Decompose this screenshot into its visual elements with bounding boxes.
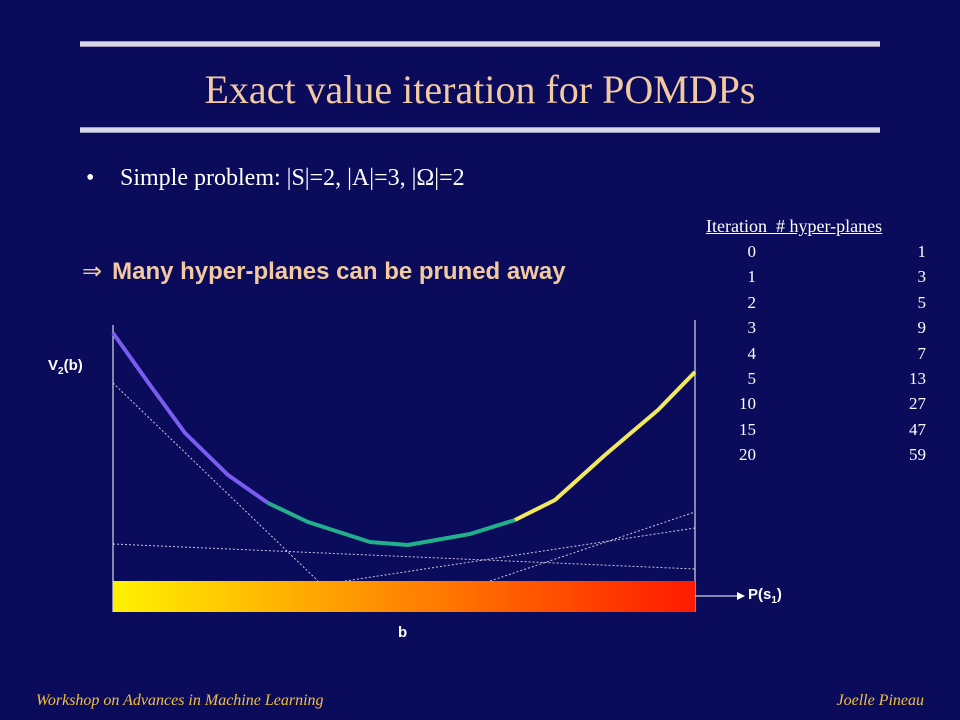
- hyperplanes-cell: 47: [909, 419, 926, 439]
- x-axis-label: b: [398, 624, 408, 641]
- table-row: 10 27: [706, 394, 926, 419]
- iteration-table: 0 1 1 3 2 5 3 9 4 7 5 13 10 27 15 47 20 59: [706, 242, 926, 471]
- hyperplanes-cell: 13: [909, 368, 926, 388]
- axis-label-main: P(s: [748, 586, 772, 603]
- iteration-cell: 4: [747, 343, 757, 363]
- hyperplanes-cell: 27: [909, 394, 926, 414]
- iteration-cell: 10: [739, 394, 756, 414]
- iteration-cell: 1: [747, 267, 757, 287]
- implication-text: Many hyper-planes can be pruned away: [112, 258, 566, 285]
- hyperplanes-cell: 7: [917, 343, 927, 363]
- hyperplanes-cell: 1: [917, 242, 927, 261]
- iteration-cell: 5: [747, 368, 757, 388]
- bullet-marker: •: [86, 165, 95, 191]
- pruned-line: [112, 382, 319, 582]
- table-header: Iteration # hyper-planes: [706, 216, 883, 236]
- iteration-cell: 20: [739, 445, 756, 465]
- hyperplanes-cell: 59: [909, 445, 926, 465]
- axis-label-sub: 1: [771, 595, 777, 606]
- bottom-divider: [80, 127, 880, 133]
- y-label-sub: 2: [58, 366, 64, 377]
- y-label-main: V: [48, 357, 59, 374]
- y-axis-label: V2(b): [48, 357, 83, 377]
- pruned-line: [344, 527, 696, 582]
- pruned-hyperplanes: [112, 382, 696, 582]
- implication-line: ⇒ Many hyper-planes can be pruned away: [82, 257, 566, 286]
- hyperplanes-cell: 3: [917, 267, 927, 287]
- top-divider: [80, 41, 880, 47]
- arrow-head-icon: [737, 592, 745, 600]
- bullet-text: Simple problem: |S|=2, |A|=3, |Ω|=2: [120, 165, 465, 191]
- footer-right: Joelle Pineau: [836, 692, 924, 709]
- pruned-line: [112, 543, 696, 570]
- table-row: 5 13: [706, 368, 927, 394]
- belief-gradient-bar: [113, 581, 695, 612]
- pruned-line: [489, 511, 696, 582]
- y-label-tail: (b): [63, 357, 83, 374]
- slide-title: Exact value iteration for POMDPs: [204, 67, 756, 112]
- value-segment-middle: [267, 501, 516, 547]
- axis-label-p-s1: P(s1): [748, 586, 782, 606]
- table-row: 20 59: [706, 445, 926, 470]
- axis-label-tail: ): [776, 586, 782, 603]
- iteration-cell: 15: [739, 419, 756, 439]
- value-segment-left: [111, 331, 270, 505]
- value-segment-right: [514, 370, 697, 522]
- footer-left: Workshop on Advances in Machine Learning: [36, 692, 324, 709]
- hyperplanes-cell: 5: [917, 292, 927, 312]
- iteration-cell: 0: [747, 242, 757, 261]
- hyperplanes-cell: 9: [917, 318, 927, 338]
- implies-arrow-icon: ⇒: [82, 257, 103, 285]
- iteration-cell: 2: [747, 292, 757, 312]
- table-row: 15 47: [706, 420, 926, 445]
- iteration-cell: 3: [747, 318, 757, 338]
